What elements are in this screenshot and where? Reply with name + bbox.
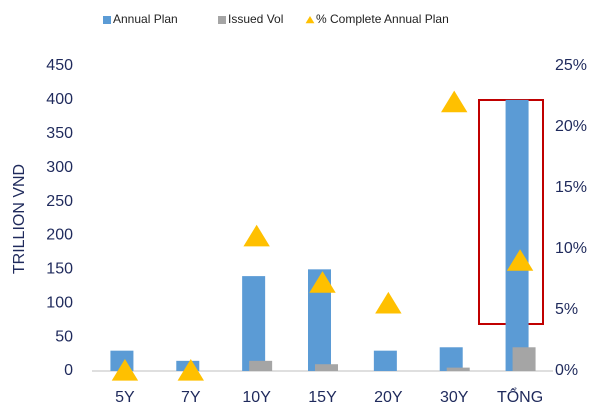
legend-label: Annual Plan bbox=[113, 12, 178, 26]
legend-marker bbox=[305, 16, 315, 24]
triangle-marker bbox=[506, 249, 534, 271]
y-tick-label: 0 bbox=[64, 362, 73, 379]
x-tick-label: 20Y bbox=[374, 389, 403, 406]
triangle-marker bbox=[243, 224, 270, 247]
y-axis-label: TRILLION VND bbox=[11, 164, 28, 274]
legend-marker bbox=[103, 16, 111, 24]
x-tick-label: 30Y bbox=[440, 389, 469, 406]
bar bbox=[249, 360, 273, 371]
y-tick-label: 200 bbox=[46, 227, 73, 244]
bar bbox=[512, 347, 536, 371]
y2-tick-label: 0% bbox=[555, 362, 578, 379]
legend-label: Issued Vol bbox=[228, 12, 283, 26]
bar bbox=[446, 367, 470, 371]
y-tick-label: 150 bbox=[46, 261, 73, 278]
bar bbox=[505, 99, 529, 371]
legend-marker bbox=[218, 16, 226, 24]
y-tick-label: 100 bbox=[46, 294, 73, 311]
y-tick-label: 400 bbox=[46, 91, 73, 108]
bar bbox=[315, 364, 338, 371]
y-tick-label: 250 bbox=[46, 193, 73, 210]
triangle-marker bbox=[441, 90, 468, 113]
y-tick-label: 450 bbox=[46, 57, 73, 74]
x-tick-label: 15Y bbox=[308, 389, 337, 406]
y-tick-label: 50 bbox=[55, 328, 73, 345]
bar bbox=[439, 347, 463, 371]
y2-tick-label: 20% bbox=[555, 118, 587, 135]
triangle-marker bbox=[309, 271, 336, 293]
y2-tick-label: 10% bbox=[555, 240, 587, 257]
legend-label: % Complete Annual Plan bbox=[316, 12, 449, 26]
triangle-marker bbox=[111, 359, 139, 381]
y2-tick-label: 5% bbox=[555, 301, 578, 318]
y2-tick-label: 15% bbox=[555, 179, 587, 196]
bar bbox=[242, 276, 266, 371]
triangle-marker bbox=[177, 359, 204, 381]
y-tick-label: 300 bbox=[46, 159, 73, 176]
y-tick-label: 350 bbox=[46, 125, 73, 142]
bar bbox=[308, 269, 331, 371]
x-tick-label: 5Y bbox=[115, 389, 135, 406]
x-tick-label: 10Y bbox=[242, 389, 271, 406]
bar bbox=[373, 350, 397, 371]
x-tick-label: 7Y bbox=[181, 389, 201, 406]
x-tick-label: TỔNG bbox=[497, 387, 543, 406]
y2-tick-label: 25% bbox=[555, 57, 587, 74]
triangle-marker bbox=[375, 291, 402, 314]
